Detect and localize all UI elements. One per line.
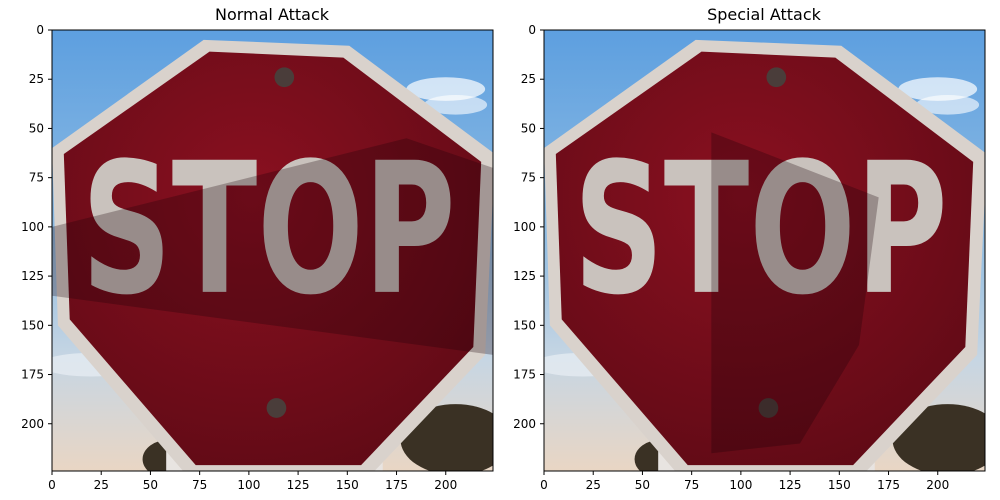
image-normal-attack: [51, 29, 494, 472]
panel-title: Special Attack: [707, 5, 822, 24]
x-tick-label: 100: [237, 478, 260, 492]
x-tick-label: 125: [287, 478, 310, 492]
panel-title: Normal Attack: [215, 5, 330, 24]
axes-normal-attack: 0 25 50 75 100 125 150 175 200 0 25 50 75 100 125 150 17…: [21, 23, 457, 492]
y-tick-label: 100: [21, 220, 44, 234]
y-tick-label: 25: [521, 72, 536, 86]
panel-special-attack: Special Attack 0 25 50 75 100 125 150 175 200 0 25…: [513, 5, 986, 492]
y-tick-label: 150: [513, 318, 536, 332]
x-tick-label: 25: [586, 478, 601, 492]
y-tick-label: 50: [521, 121, 536, 135]
y-tick-label: 100: [513, 220, 536, 234]
y-tick-label: 25: [29, 72, 44, 86]
y-tick-label: 75: [29, 171, 44, 185]
axes-special-attack: 0 25 50 75 100 125 150 175 200 0 25 50 75 100 125 150 17…: [513, 23, 949, 492]
y-tick-label: 175: [21, 368, 44, 382]
y-tick-label: 175: [513, 368, 536, 382]
y-tick-label: 125: [513, 269, 536, 283]
image-special-attack: [543, 29, 986, 472]
y-tick-label: 150: [21, 318, 44, 332]
x-tick-label: 175: [385, 478, 408, 492]
x-tick-label: 25: [94, 478, 109, 492]
x-tick-label: 150: [336, 478, 359, 492]
y-tick-label: 0: [36, 23, 44, 37]
y-tick-label: 200: [21, 417, 44, 431]
x-tick-label: 125: [779, 478, 802, 492]
x-tick-label: 75: [192, 478, 207, 492]
y-tick-label: 125: [21, 269, 44, 283]
y-tick-label: 50: [29, 121, 44, 135]
x-tick-label: 175: [877, 478, 900, 492]
y-tick-label: 75: [521, 171, 536, 185]
panel-normal-attack: Normal Attack 0 25 50 75 100 125 150 175 200 0 25 5…: [21, 5, 494, 492]
x-tick-label: 50: [143, 478, 158, 492]
x-tick-label: 0: [540, 478, 548, 492]
x-tick-label: 200: [926, 478, 949, 492]
y-tick-label: 0: [528, 23, 536, 37]
x-tick-label: 100: [729, 478, 752, 492]
x-tick-label: 50: [635, 478, 650, 492]
attack-shade: [52, 138, 493, 355]
x-tick-label: 75: [684, 478, 699, 492]
x-tick-label: 0: [48, 478, 56, 492]
y-tick-label: 200: [513, 417, 536, 431]
x-tick-label: 200: [434, 478, 457, 492]
x-tick-label: 150: [828, 478, 851, 492]
attack-shade: [711, 132, 879, 454]
